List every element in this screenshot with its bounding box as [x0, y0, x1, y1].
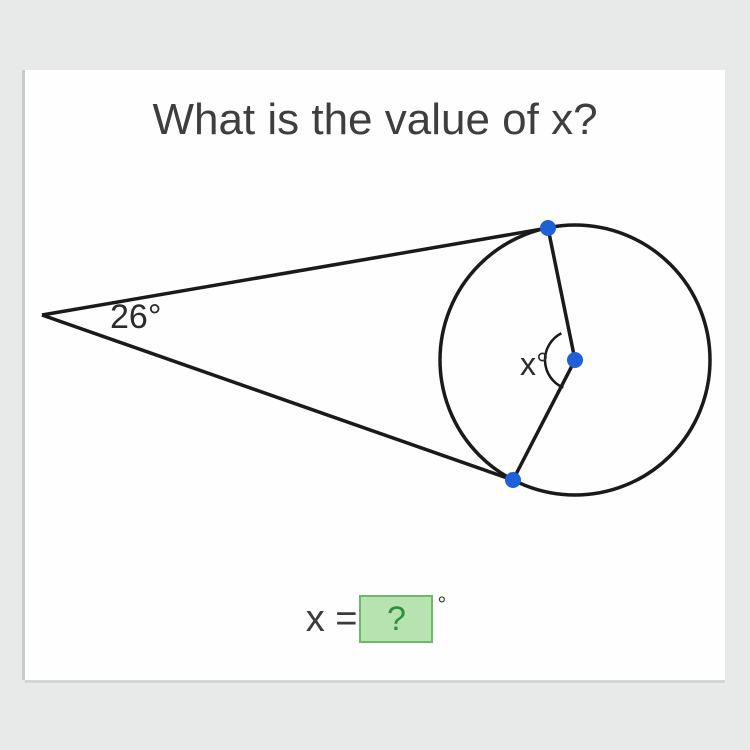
degree-symbol: ° [437, 592, 446, 618]
answer-row: x = ? ° [0, 595, 750, 643]
answer-prefix: x = [306, 598, 358, 641]
question-text: What is the value of x? [0, 95, 750, 145]
svg-text:x°: x° [520, 346, 549, 382]
answer-input-box[interactable]: ? [359, 595, 433, 643]
geometry-diagram: 26° x° [30, 200, 735, 530]
svg-text:26°: 26° [110, 298, 161, 336]
